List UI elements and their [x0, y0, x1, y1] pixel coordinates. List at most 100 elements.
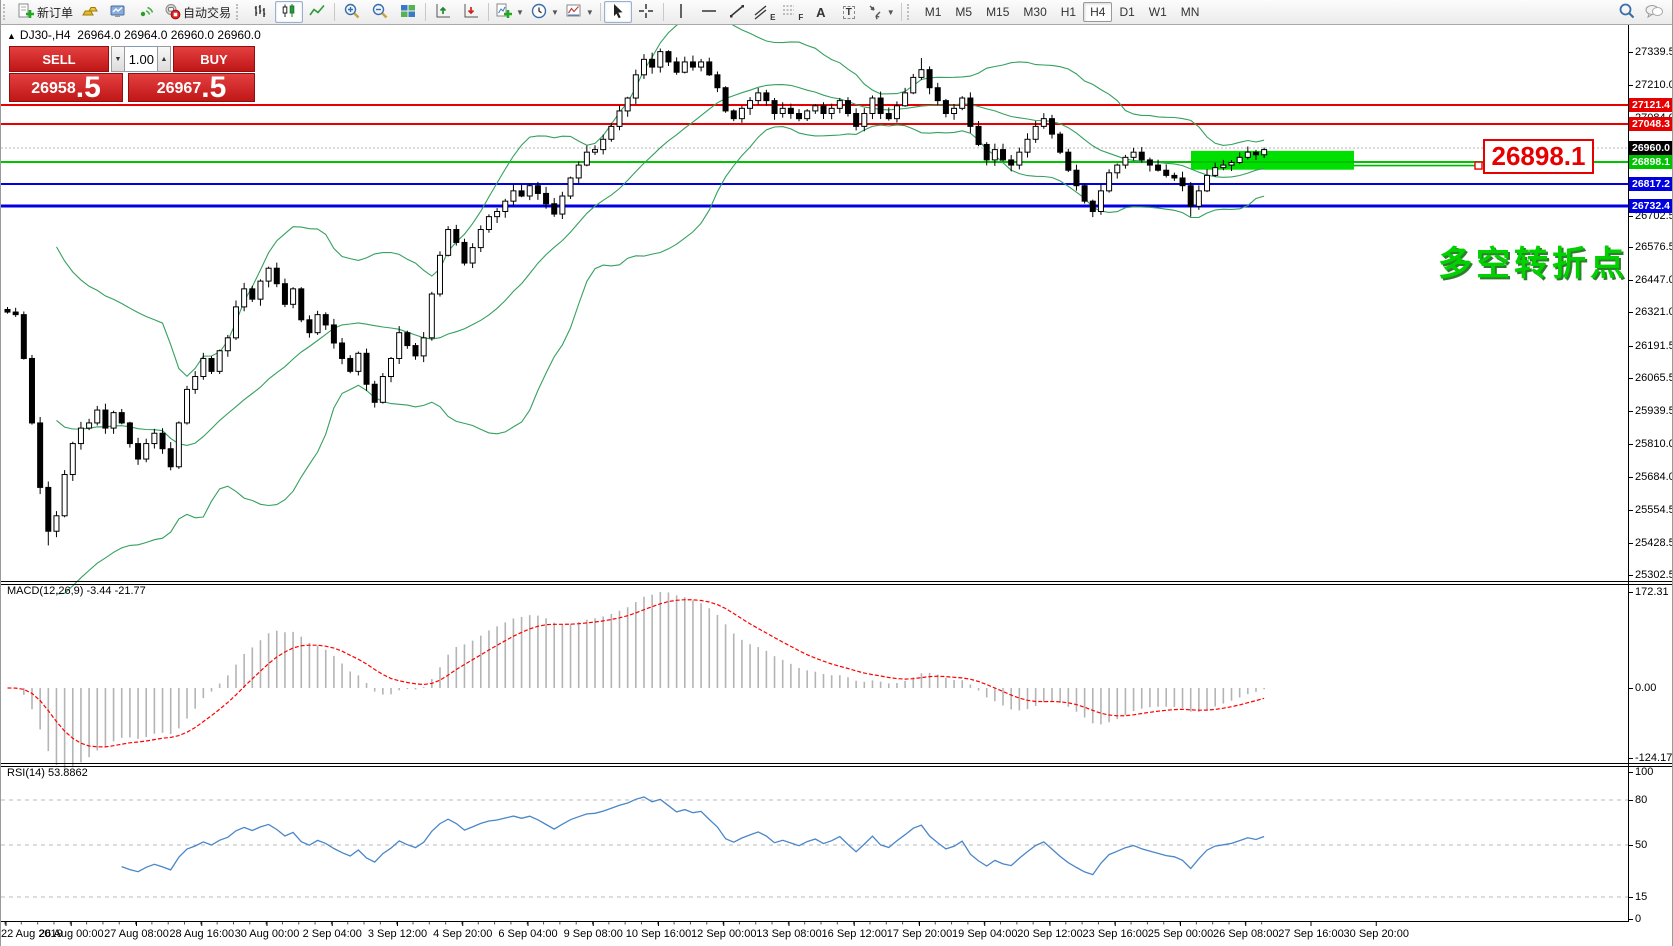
candle-body: [330, 324, 337, 344]
price-axis-tick: 26576.5: [1635, 241, 1673, 253]
candle-body: [339, 342, 346, 359]
equidistant-channel-button[interactable]: E: [751, 1, 779, 23]
candle-body: [151, 432, 158, 445]
candle-body: [657, 51, 664, 68]
crosshair-button[interactable]: [632, 1, 660, 23]
timeframe-w1[interactable]: W1: [1148, 5, 1167, 19]
candle-body: [224, 337, 231, 352]
zoom-out-button[interactable]: [366, 1, 394, 23]
auto-trading-button[interactable]: 自动交易: [160, 1, 234, 23]
timeframe-m15[interactable]: M15: [986, 5, 1010, 19]
buy-price-dec: .5: [201, 70, 227, 104]
buy-price[interactable]: 26967.5: [128, 70, 255, 104]
price-axis-tick: 25684.0: [1635, 471, 1673, 483]
crosshair-icon: [637, 2, 655, 23]
fibo-glyph: F: [798, 13, 804, 22]
macd-axis-tick-dash: [1628, 688, 1633, 689]
price-axis-tick: 25428.5: [1635, 537, 1673, 549]
chat-icon[interactable]: [1644, 2, 1664, 23]
horizontal-line-button[interactable]: [695, 1, 723, 23]
candle-body: [844, 100, 851, 114]
collapse-icon[interactable]: ▲: [7, 31, 16, 41]
candle-body: [820, 105, 827, 114]
timeframe-m1[interactable]: M1: [924, 5, 942, 19]
show-buy-orders-button[interactable]: [429, 1, 457, 23]
sell-button[interactable]: SELL: [9, 46, 109, 72]
time-axis-label: 30 Aug 00:00: [234, 928, 300, 940]
price-axis-tick-dash: [1628, 247, 1633, 248]
sell-price[interactable]: 26958.5: [9, 72, 123, 102]
candle-body: [893, 105, 900, 120]
vertical-line-button[interactable]: [667, 1, 695, 23]
candlestick-chart-button[interactable]: [275, 1, 304, 23]
toolbar-grip: [3, 4, 10, 20]
ohlc-values: 26964.0 26964.0 26960.0 26960.0: [77, 28, 261, 42]
bar-chart-button[interactable]: [247, 1, 275, 23]
price-axis-tick-dash: [1628, 280, 1633, 281]
timeframe-mn[interactable]: MN: [1180, 5, 1200, 19]
trendline-button[interactable]: [723, 1, 751, 23]
line-chart-button[interactable]: [303, 1, 331, 23]
rsi-label: RSI(14) 53.8862: [7, 767, 88, 779]
text-tool-icon: A: [816, 4, 826, 20]
template-button[interactable]: ▼: [562, 1, 597, 23]
candle-body: [420, 337, 427, 357]
buy-button[interactable]: BUY: [173, 46, 255, 72]
candle-body: [1130, 151, 1137, 158]
volume-decrease-button[interactable]: ▼: [111, 46, 125, 72]
price-callout-label[interactable]: 26898.1: [1483, 139, 1594, 174]
period-button[interactable]: ▼: [527, 1, 562, 23]
candle-body: [175, 422, 182, 468]
search-icon[interactable]: [1618, 2, 1636, 23]
callout-anchor-marker[interactable]: [1474, 161, 1483, 170]
time-axis-label: 26 Aug 00:00: [38, 928, 104, 940]
cursor-button[interactable]: [603, 1, 632, 23]
price-chart-plot[interactable]: [1, 24, 1673, 946]
timeframe-group: M1 M5 M15 M30 H1 H4 D1 W1 MN: [918, 2, 1207, 22]
time-axis-label: 22 Aug 2019: [1, 928, 63, 940]
candle-body: [192, 376, 199, 390]
arrows-button[interactable]: ▼: [863, 1, 898, 23]
candle-body: [159, 432, 166, 450]
candle-body: [583, 151, 590, 166]
macd-axis-tick-dash: [1628, 592, 1633, 593]
text-label-button[interactable]: T: [835, 1, 863, 23]
gold-button[interactable]: [76, 1, 104, 23]
candle-body: [1187, 185, 1194, 207]
publish-button[interactable]: [104, 1, 132, 23]
timeframe-d1[interactable]: D1: [1119, 5, 1135, 19]
candle-body: [910, 76, 917, 94]
zoom-in-button[interactable]: [338, 1, 366, 23]
time-axis-label: 30 Sep 20:00: [1343, 928, 1409, 940]
add-indicator-button[interactable]: ▼: [492, 1, 527, 23]
signal-button[interactable]: [132, 1, 160, 23]
candle-body: [265, 267, 272, 282]
macd-signal-line: [7, 599, 1265, 748]
timeframe-m5[interactable]: M5: [955, 5, 973, 19]
time-axis-label: 25 Sep 00:00: [1147, 928, 1214, 940]
show-sell-orders-button[interactable]: [457, 1, 485, 23]
timeframe-h4[interactable]: H4: [1083, 2, 1113, 22]
price-axis-tick-dash: [1628, 216, 1633, 217]
candle-body: [1220, 164, 1227, 169]
volume-value[interactable]: 1.00: [125, 46, 157, 72]
timeframe-m30[interactable]: M30: [1023, 5, 1047, 19]
candle-body: [706, 61, 713, 76]
candle-body: [543, 192, 550, 205]
candle-body: [902, 92, 909, 107]
fibonacci-button[interactable]: F: [779, 1, 807, 23]
new-order-button[interactable]: 新订单: [14, 1, 76, 23]
candle-body: [12, 311, 19, 316]
tile-windows-button[interactable]: [394, 1, 422, 23]
one-click-trade-panel: SELL ▼ 1.00 ▲ BUY 26958.5 26967.5: [9, 46, 255, 102]
text-tool-button[interactable]: A: [807, 1, 835, 23]
timeframe-h1[interactable]: H1: [1060, 5, 1077, 19]
time-axis-label: 12 Sep 00:00: [691, 928, 757, 940]
time-axis-label: 20 Sep 12:00: [1017, 928, 1083, 940]
cursor-icon: [609, 2, 627, 23]
candle-body: [445, 229, 452, 256]
candle-body: [526, 185, 533, 197]
volume-increase-button[interactable]: ▲: [157, 46, 171, 72]
price-axis-tick: 26702.5: [1635, 210, 1673, 222]
